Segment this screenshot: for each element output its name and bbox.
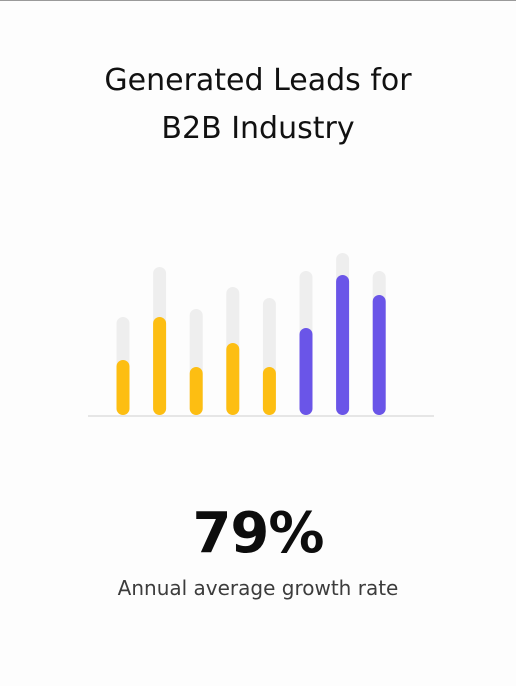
- growth-rate-caption: Annual average growth rate: [117, 576, 399, 600]
- chart-title: Generated Leads for B2B Industry: [0, 57, 516, 153]
- chart-title-line-1: Generated Leads for: [104, 63, 412, 98]
- bar-1: [116, 360, 130, 415]
- bar-chart-svg: [88, 253, 434, 417]
- bar-8: [372, 295, 386, 415]
- bar-7: [336, 275, 350, 415]
- growth-rate-value: 79%: [192, 501, 324, 566]
- bar-chart: [88, 241, 434, 423]
- bar-4: [226, 343, 240, 415]
- bar-6: [299, 328, 313, 415]
- bar-5: [262, 367, 276, 415]
- bar-2: [153, 317, 167, 415]
- chart-title-line-2: B2B Industry: [161, 111, 355, 146]
- bar-3: [189, 367, 203, 415]
